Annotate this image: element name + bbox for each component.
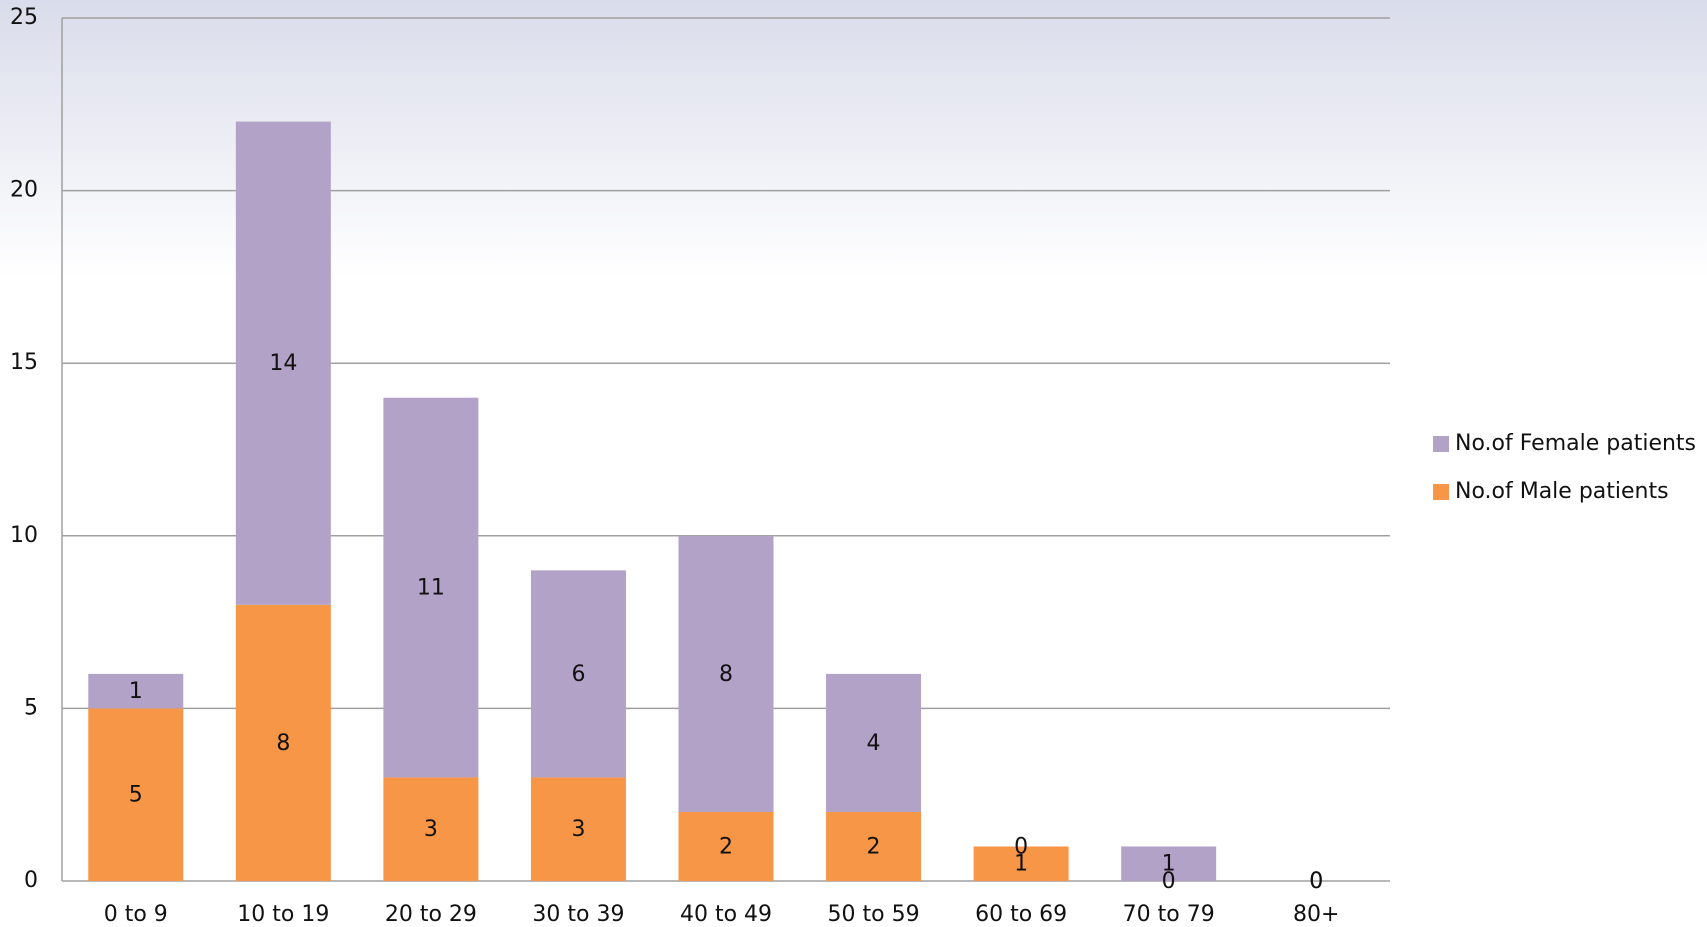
data-label: 0 [1309, 869, 1323, 894]
bar-segment [826, 811, 922, 881]
bar-segment [678, 811, 774, 881]
x-tick-label: 20 to 29 [385, 902, 477, 927]
x-tick-label: 70 to 79 [1123, 902, 1215, 927]
data-label: 2 [719, 834, 733, 859]
y-tick-label: 10 [10, 523, 38, 548]
bar-segment [530, 777, 626, 881]
bar-segment [88, 708, 184, 881]
data-label: 0 [1014, 834, 1028, 859]
data-label: 8 [276, 731, 290, 756]
legend-label: No.of Male patients [1455, 479, 1669, 504]
data-label: 1 [129, 679, 143, 704]
data-label: 3 [571, 817, 585, 842]
y-tick-label: 20 [10, 178, 38, 203]
x-tick-label: 60 to 69 [975, 902, 1067, 927]
bar-segment [383, 397, 479, 778]
data-label: 8 [719, 662, 733, 687]
data-label: 14 [269, 351, 297, 376]
data-label: 5 [129, 783, 143, 808]
bar-segment [973, 846, 1069, 881]
y-tick-label: 15 [10, 350, 38, 375]
data-label: 0 [1309, 869, 1323, 894]
bar-segment [1121, 846, 1217, 881]
x-tick-label: 80+ [1293, 902, 1339, 927]
legend-swatch [1433, 484, 1449, 500]
legend-label: No.of Female patients [1455, 431, 1696, 456]
data-label: 2 [867, 834, 881, 859]
legend-swatch [1433, 436, 1449, 452]
x-tick-label: 50 to 59 [828, 902, 920, 927]
bar-segment [383, 777, 479, 881]
y-tick-label: 25 [10, 5, 38, 30]
y-tick-label: 5 [24, 695, 38, 720]
y-tick-label: 0 [24, 868, 38, 893]
bar-segment [88, 673, 184, 709]
x-tick-label: 10 to 19 [237, 902, 329, 927]
bars [88, 121, 1217, 881]
data-label: 6 [571, 662, 585, 687]
x-tick-label: 0 to 9 [104, 902, 168, 927]
data-label: 11 [417, 576, 445, 601]
data-label: 4 [867, 731, 881, 756]
bar-segment [678, 535, 774, 812]
bar-segment [530, 570, 626, 778]
x-tick-label: 40 to 49 [680, 902, 772, 927]
x-tick-label: 30 to 39 [532, 902, 624, 927]
data-label: 0 [1162, 869, 1176, 894]
bar-segment [826, 673, 922, 812]
data-label: 3 [424, 817, 438, 842]
bar-segment [235, 604, 331, 881]
data-label: 1 [1162, 852, 1176, 877]
legend: No.of Female patients No.of Male patients [1433, 431, 1696, 504]
bar-segment [235, 121, 331, 605]
data-label: 1 [1014, 852, 1028, 877]
